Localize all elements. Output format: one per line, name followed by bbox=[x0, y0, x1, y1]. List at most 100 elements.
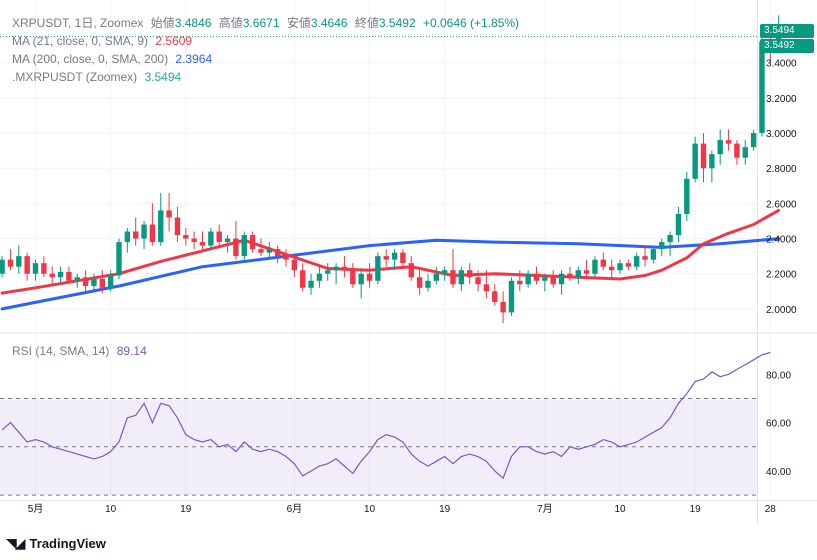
candle bbox=[425, 273, 431, 292]
candle-body bbox=[725, 140, 732, 144]
candle bbox=[542, 273, 548, 292]
candle bbox=[183, 228, 189, 246]
candle-body bbox=[107, 275, 114, 288]
candle-body bbox=[216, 231, 222, 243]
candle bbox=[500, 291, 506, 323]
candle bbox=[233, 220, 239, 260]
candle bbox=[441, 266, 448, 281]
rsi-band bbox=[0, 397, 757, 496]
candle-body bbox=[600, 259, 606, 267]
candle-body bbox=[475, 277, 481, 285]
legend-row-ma200[interactable]: MA (200, close, 0, SMA, 200) 2.3964 bbox=[12, 52, 216, 66]
rsi-label: RSI (14, SMA, 14) bbox=[12, 344, 110, 358]
price-tick-label: 3.0000 bbox=[766, 129, 797, 140]
legend-row-ma21[interactable]: MA (21, close, 0, SMA, 9) 2.5609 bbox=[12, 34, 196, 48]
candle bbox=[333, 263, 339, 285]
candle bbox=[291, 256, 298, 278]
legend-close-label: 終値 bbox=[354, 16, 379, 30]
candle-body bbox=[7, 259, 14, 267]
candle-body bbox=[91, 279, 97, 287]
candle-body bbox=[675, 213, 682, 236]
candle-body bbox=[583, 270, 590, 274]
candle bbox=[684, 171, 690, 221]
candle bbox=[124, 228, 131, 253]
candle-body bbox=[425, 280, 431, 288]
price-tick-label: 2.4000 bbox=[766, 235, 797, 246]
candle-body bbox=[400, 252, 406, 264]
time-tick-label: 6月 bbox=[287, 503, 303, 515]
legend-row-rsi[interactable]: RSI (14, SMA, 14) 89.14 bbox=[12, 344, 151, 358]
legend-change: +0.0646 (+1.85%) bbox=[422, 16, 520, 30]
candle-body bbox=[592, 259, 598, 274]
candle bbox=[483, 270, 490, 299]
price-tick-label: 3.4000 bbox=[766, 59, 797, 70]
candle-body bbox=[617, 263, 623, 271]
candle bbox=[734, 140, 740, 165]
rsi-tick-label: 40.00 bbox=[766, 467, 791, 478]
candle-body bbox=[642, 256, 648, 260]
price-label-index: 3.5494 bbox=[760, 24, 814, 38]
candle-body bbox=[191, 238, 197, 243]
candle-body bbox=[608, 266, 615, 271]
candle-body bbox=[133, 231, 139, 239]
candle bbox=[550, 270, 556, 288]
candle bbox=[567, 266, 573, 281]
time-tick-label: 10 bbox=[364, 504, 376, 515]
candle bbox=[141, 220, 147, 250]
candle bbox=[675, 206, 682, 243]
tradingview-logo[interactable]: ◥◢ TradingView bbox=[6, 535, 106, 552]
candle-body bbox=[667, 235, 673, 243]
candle-body bbox=[300, 270, 306, 288]
candle bbox=[216, 224, 222, 246]
index-label: .MXRPUSDT (Zoomex) bbox=[12, 70, 138, 84]
candle bbox=[508, 277, 515, 316]
candle bbox=[266, 242, 272, 260]
candle-body bbox=[24, 256, 30, 274]
candle-body bbox=[517, 280, 523, 285]
candle bbox=[608, 259, 615, 278]
candle-body bbox=[742, 147, 748, 158]
candle-body bbox=[274, 249, 281, 257]
candle-body bbox=[258, 249, 264, 253]
candle-body bbox=[249, 235, 256, 250]
candle-body bbox=[82, 277, 89, 287]
candle-body bbox=[525, 273, 531, 285]
candle-body bbox=[634, 256, 640, 267]
candle-body bbox=[74, 277, 80, 281]
time-tick-label: 10 bbox=[614, 504, 626, 515]
ma200-line bbox=[0, 237, 781, 311]
candle bbox=[66, 266, 72, 285]
candle bbox=[650, 245, 657, 264]
rsi-line bbox=[1, 351, 771, 480]
candle bbox=[525, 270, 531, 288]
candle bbox=[558, 270, 565, 295]
candle-body bbox=[416, 277, 423, 288]
candle bbox=[283, 249, 289, 267]
legend-close-value: 3.5492 bbox=[378, 16, 416, 30]
candle-body bbox=[183, 235, 189, 239]
price-tick-label: 2.2000 bbox=[766, 270, 797, 281]
candle bbox=[600, 252, 606, 271]
candle bbox=[57, 266, 64, 283]
candle-body bbox=[308, 280, 314, 288]
legend-row-ohlc: XRPUSDT, 1日, Zoomex 始値3.4846 高値3.6671 安値… bbox=[12, 16, 523, 30]
legend-row-index[interactable]: .MXRPUSDT (Zoomex) 3.5494 bbox=[12, 70, 185, 84]
candle bbox=[383, 249, 389, 267]
candle bbox=[224, 235, 231, 253]
candle-body bbox=[57, 271, 64, 278]
candle bbox=[458, 266, 465, 292]
legend-open-value: 3.4846 bbox=[174, 16, 212, 30]
legend-low-label: 安値 bbox=[286, 16, 311, 30]
candle bbox=[41, 256, 47, 278]
candle-body bbox=[684, 178, 690, 214]
candle-body bbox=[41, 263, 47, 274]
candle bbox=[634, 252, 640, 271]
candle bbox=[241, 231, 247, 260]
candle bbox=[7, 249, 14, 271]
candle-body bbox=[116, 242, 122, 276]
time-tick-label: 10 bbox=[105, 504, 117, 515]
candle bbox=[717, 129, 723, 165]
index-value: 3.5494 bbox=[144, 70, 182, 84]
time-tick-label: 28 bbox=[765, 504, 777, 515]
